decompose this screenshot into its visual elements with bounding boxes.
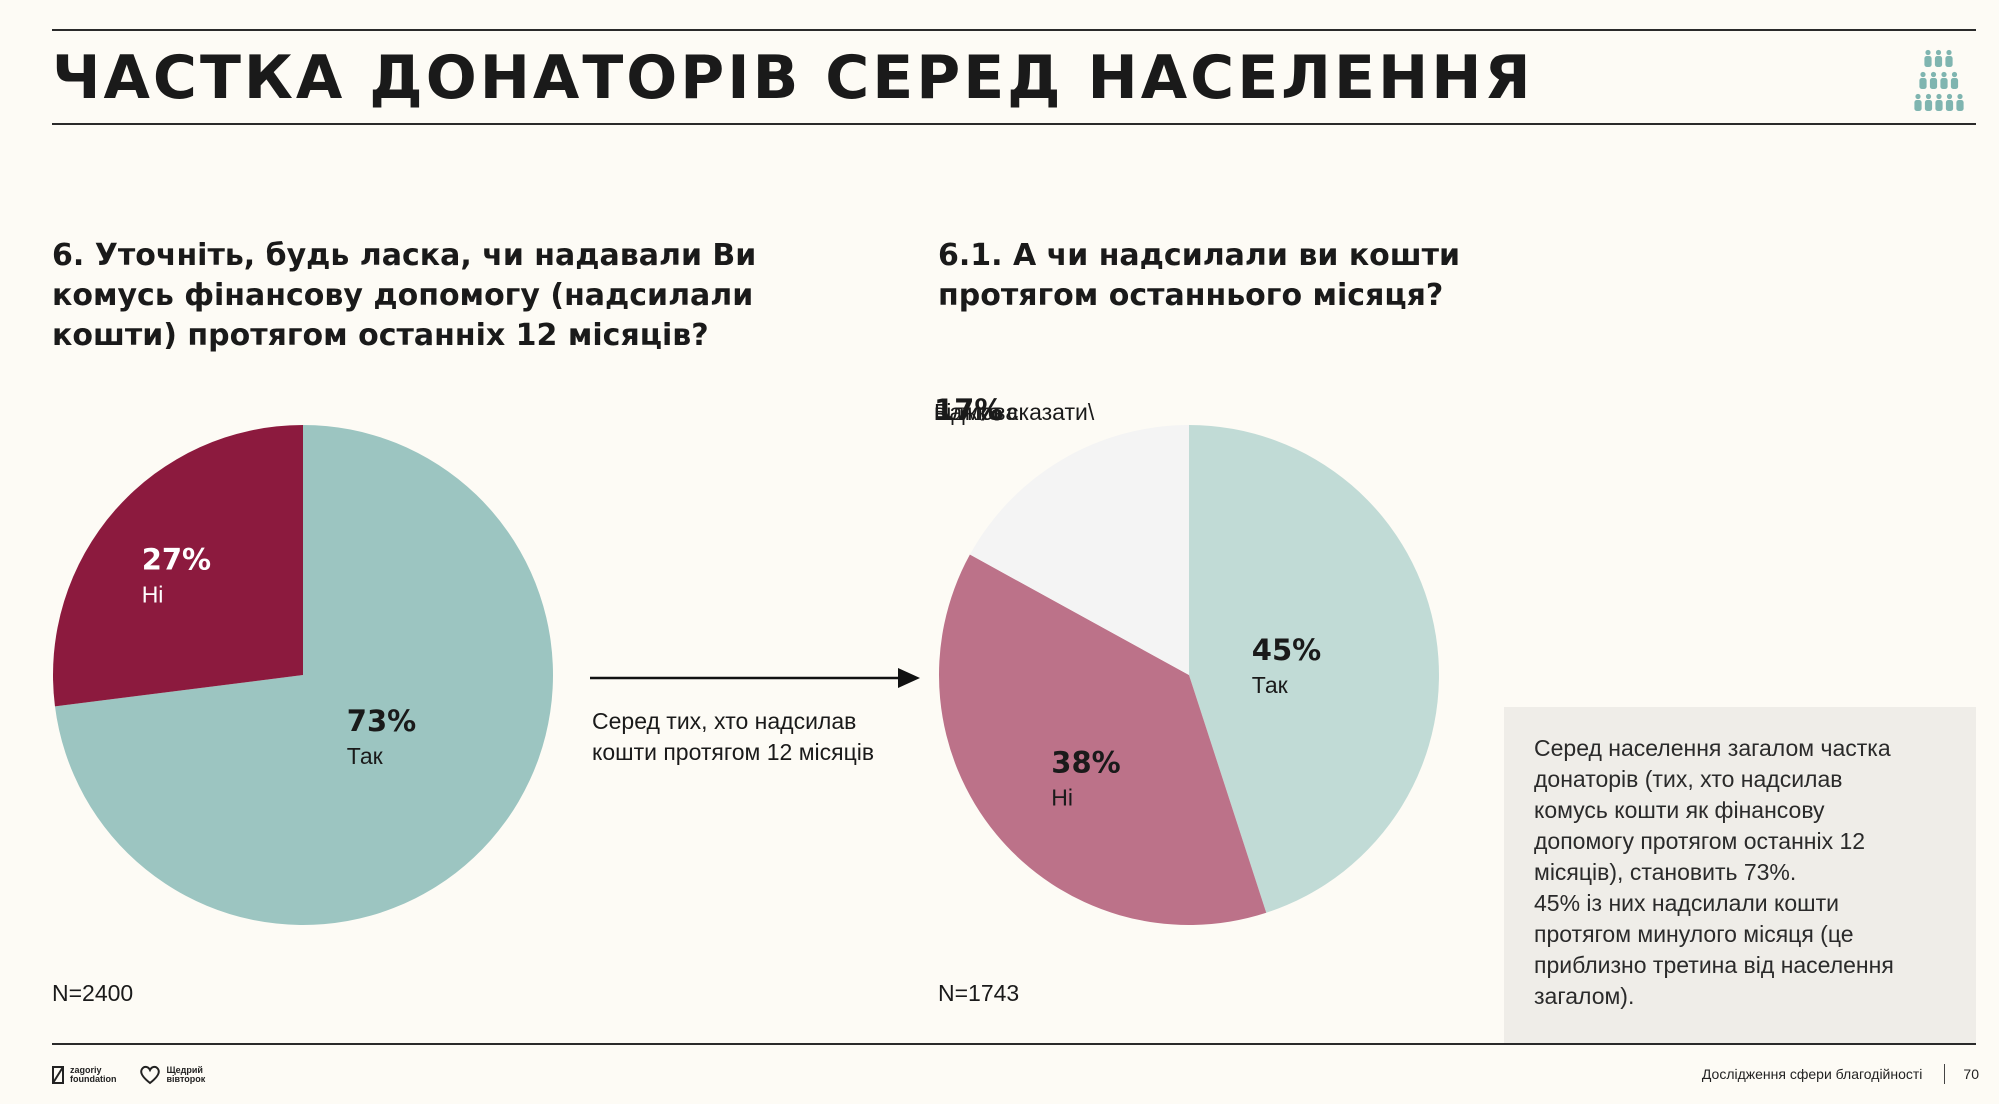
person-figure (1919, 71, 1927, 89)
person-figure (1945, 93, 1954, 111)
zagoriy-mark-icon (52, 1066, 64, 1084)
footer-rule (52, 1043, 1976, 1045)
slice-percent-label: 45% (1252, 633, 1321, 667)
note-line: донаторів (тих, хто надсилав (1534, 766, 1843, 792)
logo-text: zagoriy (70, 1065, 102, 1075)
note-line: місяців), становить 73%. (1534, 859, 1797, 885)
person-figure (1935, 93, 1943, 111)
zagoriy-foundation-logo[interactable]: zagoriy foundation (52, 1066, 117, 1084)
slice-percent-label: 38% (1051, 745, 1120, 779)
person-figure (1950, 71, 1959, 89)
slice-percent-label: 27% (142, 542, 211, 576)
caption-line: кошти протягом 12 місяців (592, 739, 875, 765)
footer-logos: zagoriy foundation Щедрий вівторок (52, 1062, 205, 1088)
note-line: 45% із них надсилали кошти (1534, 890, 1839, 916)
header-rule (52, 123, 1976, 125)
pie-slice (1189, 425, 1439, 913)
pie-slice (969, 425, 1189, 675)
person-figure (1945, 49, 1953, 67)
person-figure (1940, 71, 1948, 89)
transition-caption: Серед тих, хто надсилав кошти протягом 1… (592, 706, 922, 768)
note-line: загалом). (1534, 983, 1635, 1009)
note-line: приблизно третина від населення (1534, 952, 1894, 978)
logo-text: foundation (70, 1074, 117, 1084)
pie-slice (54, 425, 553, 925)
slice-category-label: відмова (934, 399, 1018, 425)
person-figure (1934, 49, 1943, 67)
pie-chart-last-month: 45% Так 38% Ні 17%Важко сказати\відмова (934, 393, 1439, 925)
slice-category-label: Так (1252, 672, 1289, 698)
note-line: протягом минулого місяця (це (1534, 921, 1854, 947)
giving-tuesday-logo[interactable]: Щедрий вівторок (139, 1065, 206, 1085)
person-figure (1924, 93, 1933, 111)
pie-slice (938, 554, 1267, 925)
slice-category-label: Так (347, 743, 384, 769)
person-figure (1914, 93, 1922, 111)
slice-percent-label: 73% (347, 704, 416, 738)
logo-text: Щедрий (166, 1065, 203, 1075)
slice-category-label: Ні (142, 581, 164, 607)
person-figure (1956, 93, 1964, 111)
question-1-title: 6. Уточніть, будь ласка, чи надавали Ви … (52, 238, 757, 353)
note-line: допомогу протягом останніх 12 (1534, 828, 1866, 854)
summary-note: Серед населення загалом частка донаторів… (1504, 707, 1976, 1043)
report-title: Дослідження сфери благодійності (1701, 1066, 1923, 1082)
person-figure (1929, 71, 1938, 89)
arrow-right-icon (590, 668, 920, 688)
top-rule (52, 29, 1976, 31)
page-title: ЧАСТКА ДОНАТОРІВ СЕРЕД НАСЕЛЕННЯ (52, 43, 1534, 113)
slice-category-label: Важко сказати\ (934, 399, 1095, 425)
slice-category-label: Ні (1051, 784, 1073, 810)
heart-icon (139, 1065, 160, 1085)
footer-divider (1944, 1064, 1946, 1084)
caption-line: Серед тих, хто надсилав (592, 708, 857, 734)
sample-size-1: N=2400 (52, 980, 134, 1006)
footer-info: Дослідження сфери благодійності 70 (1702, 1064, 1979, 1084)
logo-text: вівторок (166, 1074, 206, 1084)
note-line: Серед населення загалом частка (1534, 735, 1891, 761)
page-number: 70 (1963, 1066, 1979, 1082)
slice-percent-label: 17% (934, 393, 1003, 427)
pie-chart-12-months: 73% Так 27% Ні (52, 425, 553, 925)
pie-slice (52, 425, 303, 707)
sample-size-2: N=1743 (938, 980, 1020, 1006)
note-line: комусь кошти як фінансову (1534, 797, 1825, 823)
question-2-title: 6.1. А чи надсилали ви кошти протягом ос… (938, 238, 1461, 313)
person-figure (1924, 49, 1932, 67)
people-pyramid-icon (1914, 49, 1964, 111)
